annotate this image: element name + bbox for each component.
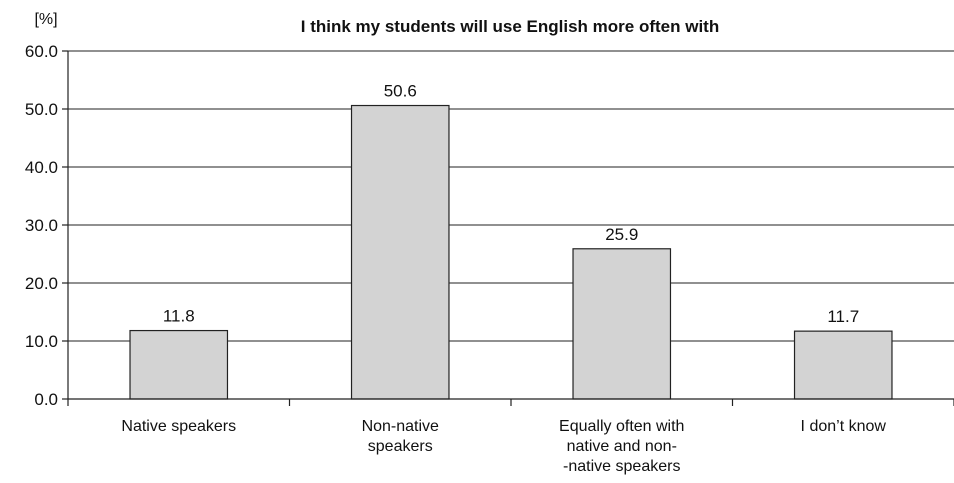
y-tick-label: 50.0	[25, 100, 58, 119]
x-axis-labels: Native speakers Non-native speakers Equally…	[121, 418, 886, 475]
bar	[350, 104, 450, 400]
axes	[67, 51, 954, 406]
bar	[793, 330, 893, 400]
y-tick-label: 20.0	[25, 274, 58, 293]
data-label: 11.7	[827, 307, 859, 326]
y-tick-label: 30.0	[25, 216, 58, 235]
data-label: 11.8	[163, 307, 195, 326]
data-label: 50.6	[384, 82, 417, 101]
bar	[572, 248, 672, 400]
x-tick-label: Native speakers	[121, 418, 236, 435]
bar	[129, 329, 229, 400]
chart-title: I think my students will use English mor…	[301, 17, 719, 36]
y-tick-label: 0.0	[34, 390, 58, 409]
gridlines	[68, 50, 954, 342]
data-label: 25.9	[605, 225, 638, 244]
y-tick-label: 10.0	[25, 332, 58, 351]
value-labels: 11.8 50.6 25.9 11.7	[163, 82, 859, 327]
bars	[129, 104, 893, 400]
y-axis-unit-label: [%]	[34, 11, 57, 28]
y-tick-label: 40.0	[25, 158, 58, 177]
y-axis-ticks: 0.0 10.0 20.0 30.0 40.0 50.0 60.0	[25, 42, 68, 409]
x-tick-label: I don’t know	[801, 418, 887, 435]
y-tick-label: 60.0	[25, 42, 58, 61]
x-tick-label: Non-native speakers	[362, 418, 439, 455]
x-tick-label: Equally often with native and non--native…	[559, 418, 684, 475]
